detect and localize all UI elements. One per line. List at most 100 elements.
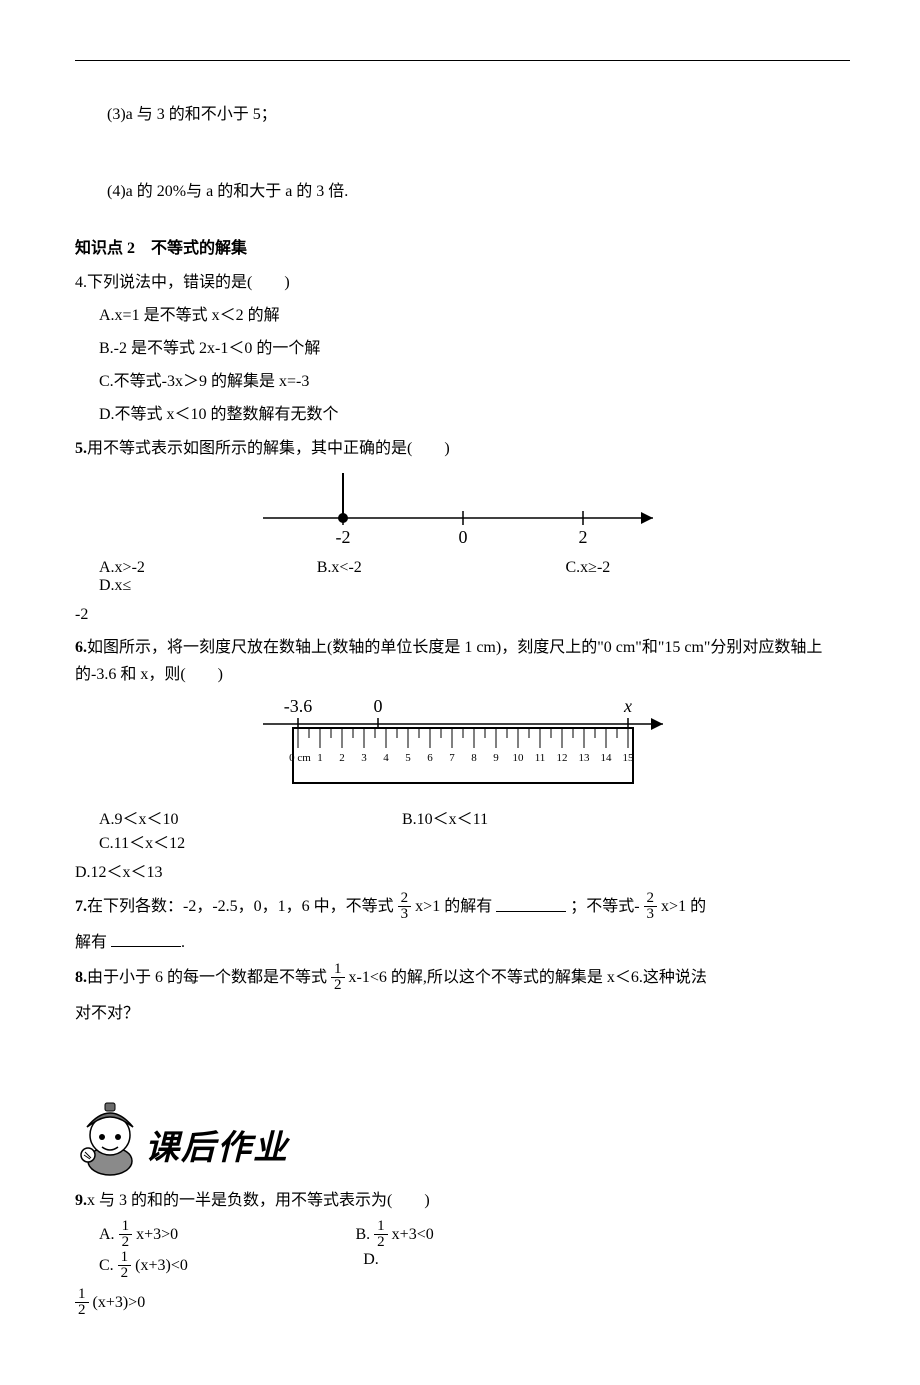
q7-line2: 解有 . [75,929,850,956]
svg-text:0: 0 [373,696,382,716]
opt-expr: x+3<0 [392,1226,434,1243]
q5-stem: 5.用不等式表示如图所示的解集，其中正确的是( ) [75,435,850,462]
frac: 12 [118,1250,132,1281]
q3-sub4: (4)a 的 20%与 a 的和大于 a 的 3 倍. [75,178,850,205]
q7-frac2: 23 [644,891,658,922]
svg-text:0 cm: 0 cm [289,752,311,764]
svg-text:11: 11 [534,752,545,764]
svg-text:15: 15 [622,752,634,764]
page: (3)a 与 3 的和不小于 5； (4)a 的 20%与 a 的和大于 a 的… [0,0,920,1385]
q6-stem: 6.如图所示，将一刻度尺放在数轴上(数轴的单位长度是 1 cm)，刻度尺上的"0… [75,634,850,688]
q5-options: A.x>-2 B.x<-2 C.x≥-2 D.x≤ [75,559,850,595]
q5-opt-d-tail: -2 [75,601,850,628]
frac-num: 2 [644,891,658,907]
opt-prefix: B. [356,1226,371,1243]
q8-p2: x-1<6 的解,所以这个不等式的解集是 x＜6.这种说法 [349,969,707,986]
q8-p1: 由于小于 6 的每一个数都是不等式 [87,969,327,986]
svg-text:2: 2 [578,527,587,547]
frac-num: 1 [331,962,345,978]
q7-line1: 7.在下列各数：-2，-2.5，0，1，6 中，不等式 23 x>1 的解有 ；… [75,892,850,923]
svg-text:-2: -2 [335,527,350,547]
q9-opt-a: A. 12 x+3>0 [75,1220,332,1251]
q5-opt-d: D.x≤ [75,577,231,595]
opt-prefix: A. [99,1226,115,1243]
q7-p2: x>1 的解有 [415,899,492,916]
q4-opt-d: D.不等式 x＜10 的整数解有无数个 [75,401,850,428]
q9-options: A. 12 x+3>0 B. 12 x+3<0 C. 12 (x+3)<0 D. [75,1220,850,1282]
opt-expr: (x+3)>0 [93,1294,146,1311]
svg-text:x: x [623,696,632,716]
svg-text:13: 13 [578,752,590,764]
q8-frac: 12 [331,962,345,993]
homework-banner: 课后作业 [75,1097,850,1177]
ruler-svg: -3.6 0 x [243,694,683,794]
svg-text:1: 1 [317,752,323,764]
svg-text:14: 14 [600,752,612,764]
q8-line1: 8.由于小于 6 的每一个数都是不等式 12 x-1<6 的解,所以这个不等式的… [75,963,850,994]
q7-p1: 在下列各数：-2，-2.5，0，1，6 中，不等式 [87,899,394,916]
q7-frac1: 23 [398,891,412,922]
kp2-title: 知识点 2 不等式的解集 [75,235,850,262]
q4-opt-b: B.-2 是不等式 2x-1＜0 的一个解 [75,335,850,362]
number-line-svg: -2 0 2 [253,468,673,548]
opt-expr: x+3>0 [136,1226,178,1243]
q5-opt-c: C.x≥-2 [542,559,791,577]
opt-prefix: C. [99,1257,114,1274]
banner-text: 课后作业 [145,1120,289,1177]
q4-stem: 4.下列说法中，错误的是( ) [75,269,850,296]
svg-text:0: 0 [458,527,467,547]
q6-options-row1: A.9＜x＜10 B.10＜x＜11 C.11＜x＜12 [75,805,850,853]
q7-p4: x>1 的 [661,899,706,916]
frac: 12 [374,1219,388,1250]
blank-1[interactable] [496,895,566,912]
q9-opt-b: B. 12 x+3<0 [332,1220,596,1251]
q6-opt-b: B.10＜x＜11 [378,805,681,829]
frac: 12 [119,1219,133,1250]
q5-opt-a: A.x>-2 [75,559,293,577]
opt-expr: (x+3)<0 [135,1257,188,1274]
svg-text:2: 2 [339,752,345,764]
frac-den: 3 [644,907,658,922]
frac-den: 2 [118,1266,132,1281]
svg-text:5: 5 [405,752,411,764]
q3-sub3: (3)a 与 3 的和不小于 5； [75,101,850,128]
svg-text:3: 3 [361,752,367,764]
q4-opt-a: A.x=1 是不等式 x＜2 的解 [75,302,850,329]
svg-text:9: 9 [493,752,499,764]
frac-den: 2 [331,978,345,993]
frac-den: 3 [398,907,412,922]
q9-opt-c: C. 12 (x+3)<0 [75,1251,339,1282]
svg-text:-3.6: -3.6 [283,696,312,716]
frac-den: 2 [119,1235,133,1250]
frac: 12 [75,1287,89,1318]
svg-text:12: 12 [556,752,567,764]
frac-den: 2 [75,1303,89,1318]
frac-den: 2 [374,1235,388,1250]
svg-text:4: 4 [383,752,389,764]
q9-stem: 9.x 与 3 的和的一半是负数，用不等式表示为( ) [75,1187,850,1214]
frac-num: 1 [374,1219,388,1235]
q5-opt-b: B.x<-2 [293,559,542,577]
q6-opt-d: D.12＜x＜13 [75,859,850,886]
q5-stem-text: 用不等式表示如图所示的解集，其中正确的是( ) [87,440,450,457]
q6-figure: -3.6 0 x [75,694,850,799]
frac-num: 2 [398,891,412,907]
svg-text:7: 7 [449,752,455,764]
q9-opt-d-prefix: D. [339,1251,425,1282]
q4-opt-c: C.不等式-3x＞9 的解集是 x=-3 [75,368,850,395]
blank-2[interactable] [111,930,181,947]
q7-p3: ；不等式- [570,899,639,916]
svg-text:8: 8 [471,752,477,764]
mascot-icon [75,1097,145,1177]
q6-opt-a: A.9＜x＜10 [75,805,378,829]
q5-figure: -2 0 2 [75,468,850,553]
header-rule [75,60,850,61]
q7-p5: 解有 [75,934,107,951]
svg-text:10: 10 [512,752,524,764]
opt-prefix: D. [363,1251,379,1268]
q8-line2: 对不对？ [75,1000,850,1027]
frac-num: 1 [75,1287,89,1303]
frac-num: 1 [118,1250,132,1266]
svg-text:6: 6 [427,752,433,764]
q9-opt-d-cont: 12 (x+3)>0 [75,1288,850,1319]
